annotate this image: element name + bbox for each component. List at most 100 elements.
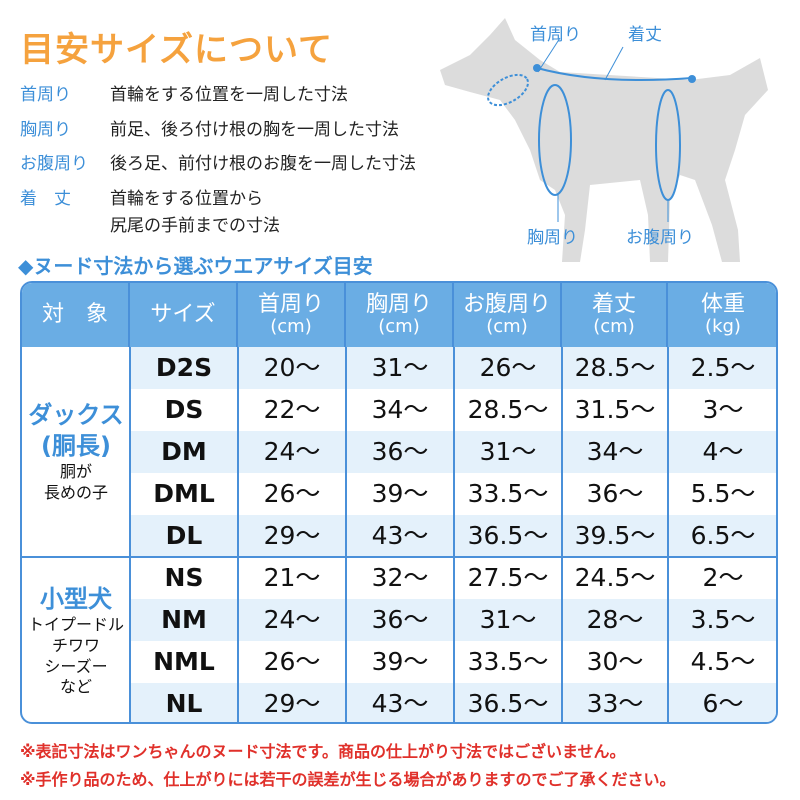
value-cell: 4〜 bbox=[702, 437, 744, 466]
size-cell: DL bbox=[165, 521, 203, 550]
group-desc: シーズー bbox=[44, 656, 108, 676]
value-cell: 4.5〜 bbox=[690, 647, 756, 676]
table-header-0: 対 象 bbox=[22, 283, 130, 347]
value-cell: 39.5〜 bbox=[574, 521, 656, 550]
diagram-label-belly: お腹周り bbox=[626, 228, 694, 248]
value-cell: 33.5〜 bbox=[467, 479, 549, 508]
group-desc: チワワ bbox=[51, 635, 100, 655]
header-unit: (cm) bbox=[270, 316, 312, 338]
value-cell: 39〜 bbox=[371, 479, 429, 508]
value-cell: 24〜 bbox=[263, 437, 321, 466]
header-label: お腹周り bbox=[462, 292, 551, 317]
value-cell: 26〜 bbox=[263, 647, 321, 676]
value-cell: 2.5〜 bbox=[690, 353, 756, 382]
value-cell: 28.5〜 bbox=[574, 353, 656, 382]
value-cell: 6.5〜 bbox=[690, 521, 756, 550]
value-cell: 31〜 bbox=[479, 437, 537, 466]
value-cell: 24〜 bbox=[263, 605, 321, 634]
header-label: 体重 bbox=[700, 292, 745, 317]
value-cell: 29〜 bbox=[263, 521, 321, 550]
header-label: 胸周り bbox=[365, 292, 432, 317]
definition-term: 胸周り bbox=[20, 120, 71, 140]
group-name: 小型犬 bbox=[40, 584, 112, 613]
value-cell: 6〜 bbox=[702, 689, 744, 718]
note: ※手作り品のため、仕上がりには若干の誤差が生じる場合がありますのでご了承ください… bbox=[20, 770, 676, 789]
value-cell: 36.5〜 bbox=[467, 689, 549, 718]
table-row: DML 26〜 39〜 33.5〜 36〜 5.5〜 bbox=[130, 473, 776, 515]
definition-desc: 前足、後ろ付け根の胸を一周した寸法 bbox=[110, 120, 399, 140]
table-header-4: お腹周り (cm) bbox=[454, 283, 562, 347]
group-desc: 胴が bbox=[59, 462, 92, 482]
value-cell: 30〜 bbox=[586, 647, 644, 676]
value-cell: 34〜 bbox=[586, 437, 644, 466]
definition-term: お腹周り bbox=[20, 154, 88, 174]
value-cell: 33.5〜 bbox=[467, 647, 549, 676]
diagram-label-length: 着丈 bbox=[628, 25, 662, 45]
group-divider bbox=[22, 556, 776, 558]
table-row: DS 22〜 34〜 28.5〜 31.5〜 3〜 bbox=[130, 389, 776, 431]
group-desc: など bbox=[59, 677, 92, 697]
value-cell: 36〜 bbox=[586, 479, 644, 508]
table-row: NML 26〜 39〜 33.5〜 30〜 4.5〜 bbox=[130, 641, 776, 683]
group-label: 小型犬トイプードル チワワ シーズー など bbox=[22, 557, 130, 722]
table-header-2: 首周り (cm) bbox=[238, 283, 346, 347]
size-cell: NS bbox=[164, 563, 204, 592]
value-cell: 27.5〜 bbox=[467, 563, 549, 592]
value-cell: 21〜 bbox=[263, 563, 321, 592]
size-cell: DS bbox=[164, 395, 204, 424]
value-cell: 5.5〜 bbox=[690, 479, 756, 508]
table-header-1: サイズ bbox=[130, 283, 238, 347]
value-cell: 31.5〜 bbox=[574, 395, 656, 424]
definition-desc: 尻尾の手前までの寸法 bbox=[110, 216, 280, 236]
size-cell: NL bbox=[165, 689, 203, 718]
group-name: ダックス bbox=[28, 401, 124, 430]
size-cell: DML bbox=[153, 479, 215, 508]
value-cell: 39〜 bbox=[371, 647, 429, 676]
value-cell: 36〜 bbox=[371, 437, 429, 466]
group-desc: トイプードル bbox=[27, 615, 124, 634]
size-cell: NML bbox=[153, 647, 215, 676]
definition-term: 首周り bbox=[20, 85, 71, 105]
size-cell: D2S bbox=[155, 353, 213, 382]
group-name: (胴長) bbox=[41, 432, 111, 461]
table-header-6: 体重 (kg) bbox=[668, 283, 776, 347]
value-cell: 28〜 bbox=[586, 605, 644, 634]
table-header-5: 着丈 (cm) bbox=[562, 283, 668, 347]
value-cell: 24.5〜 bbox=[574, 563, 656, 592]
size-cell: DM bbox=[161, 437, 207, 466]
group-label: ダックス (胴長) 胴が 長めの子 bbox=[22, 347, 130, 557]
value-cell: 36〜 bbox=[371, 605, 429, 634]
definition-desc: 首輪をする位置を一周した寸法 bbox=[110, 85, 348, 105]
value-cell: 43〜 bbox=[371, 521, 429, 550]
value-cell: 36.5〜 bbox=[467, 521, 549, 550]
diagram-label-neck: 首周り bbox=[530, 25, 581, 45]
header-label: 着丈 bbox=[591, 292, 636, 317]
page-title: 目安サイズについて bbox=[20, 30, 333, 70]
header-label: 対 象 bbox=[41, 301, 108, 327]
value-cell: 26〜 bbox=[479, 353, 537, 382]
value-cell: 43〜 bbox=[371, 689, 429, 718]
value-cell: 26〜 bbox=[263, 479, 321, 508]
column-divider bbox=[561, 347, 563, 722]
value-cell: 3〜 bbox=[702, 395, 744, 424]
size-table: 対 象サイズ 首周り (cm) 胸周り (cm) お腹周り (cm) 着丈 (cm) 体重 (kg)… bbox=[20, 281, 778, 724]
dog-diagram bbox=[440, 18, 768, 262]
column-divider bbox=[129, 347, 131, 722]
value-cell: 34〜 bbox=[371, 395, 429, 424]
column-divider bbox=[667, 347, 669, 722]
table-row: NS 21〜 32〜 27.5〜 24.5〜 2〜 bbox=[130, 557, 776, 599]
group-desc: 長めの子 bbox=[43, 483, 108, 503]
size-cell: NM bbox=[161, 605, 207, 634]
value-cell: 20〜 bbox=[263, 353, 321, 382]
note: ※表記寸法はワンちゃんのヌード寸法です。商品の仕上がり寸法ではございません。 bbox=[20, 742, 626, 761]
header-unit: (cm) bbox=[486, 316, 528, 338]
header-label: サイズ bbox=[150, 301, 216, 327]
dog-silhouette bbox=[440, 18, 768, 262]
definition-desc: 後ろ足、前付け根のお腹を一周した寸法 bbox=[110, 154, 416, 174]
header-unit: (kg) bbox=[705, 316, 741, 338]
value-cell: 22〜 bbox=[263, 395, 321, 424]
definition-desc: 首輪をする位置から bbox=[110, 189, 263, 209]
value-cell: 29〜 bbox=[263, 689, 321, 718]
column-divider bbox=[453, 347, 455, 722]
